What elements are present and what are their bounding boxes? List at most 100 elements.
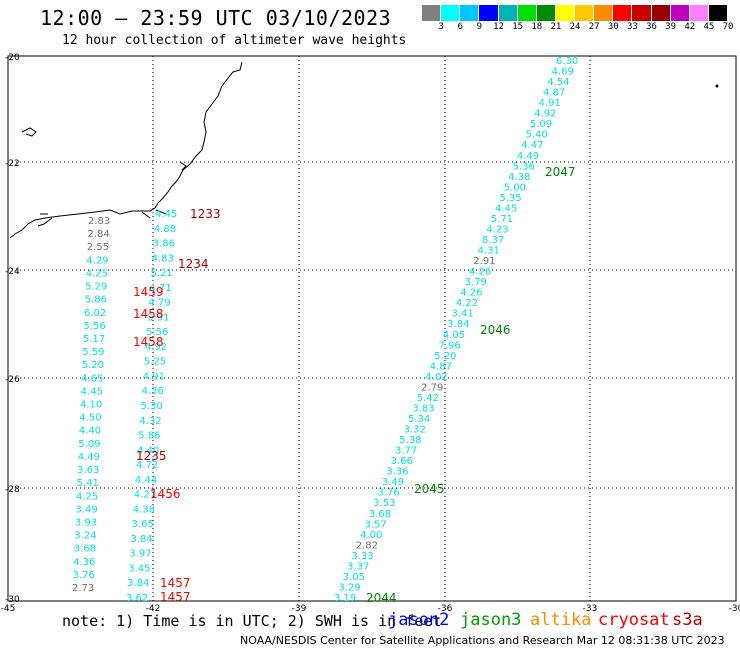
pass-time-label: 2046 — [480, 323, 511, 337]
swh-value: 4.32 — [139, 416, 161, 427]
swh-value: 5.31 — [147, 312, 169, 323]
swh-value: 2.79 — [421, 382, 443, 393]
swh-value: 4.92 — [534, 109, 556, 120]
swh-value: 4.38 — [133, 504, 155, 515]
longitude-label: -42 — [146, 604, 161, 614]
coastline — [9, 61, 243, 239]
pass-time-label: 2047 — [545, 165, 576, 179]
swh-value: 5.40 — [526, 130, 548, 141]
swh-value: 2.73 — [72, 583, 94, 594]
colorbar-label: 70 — [722, 22, 734, 32]
swh-value: 5.09 — [78, 439, 100, 450]
west-track-a: 4.45 4.88 3.86 4.83 5.21 4.71 4.79 5.31 5.56 4.92… — [126, 209, 177, 604]
pass-time-label: 1458 — [133, 335, 164, 349]
swh-value: 5.09 — [530, 119, 552, 130]
longitude-label: -36 — [438, 604, 453, 614]
latitude-label: -28 — [5, 485, 20, 495]
swh-value: 4.29 — [86, 255, 108, 266]
latitude-label: -20 — [5, 53, 20, 63]
latitude-label: -30 — [5, 595, 20, 605]
swh-value: 5.71 — [491, 214, 513, 225]
swh-value: 4.10 — [80, 400, 102, 411]
colorbar-swatch — [575, 5, 595, 21]
swh-value: 3.41 — [452, 309, 474, 320]
swh-value: 5.29 — [85, 282, 107, 293]
swh-value: 3.76 — [378, 488, 400, 499]
colorbar-label: 18 — [531, 22, 543, 32]
swh-value: 2.84 — [87, 229, 109, 240]
swh-value: 5.35 — [499, 193, 521, 204]
swh-value: 4.40 — [79, 426, 101, 437]
swh-value: 5.21 — [151, 268, 173, 279]
swh-value: 3.32 — [404, 425, 426, 436]
swh-value: 4.69 — [552, 67, 574, 78]
colorbar-swatch — [536, 5, 556, 21]
swh-value: 3.76 — [73, 570, 95, 581]
swh-value: 4.45 — [155, 209, 177, 220]
swh-value: 8.37 — [482, 235, 504, 246]
coastline-lagoon — [21, 127, 187, 227]
pass-time-label: 2045 — [414, 482, 445, 496]
colorbar-swatch — [651, 5, 671, 21]
swh-value: 3.53 — [373, 498, 395, 509]
swh-value: 5.20 — [434, 351, 456, 362]
swh-value: 3.29 — [338, 582, 360, 593]
swh-value: 6.02 — [84, 308, 106, 319]
swh-value: 4.91 — [539, 98, 561, 109]
swh-value: 3.24 — [74, 531, 96, 542]
swh-value: 4.22 — [456, 298, 478, 309]
colorbar-label: 33 — [626, 22, 638, 32]
swh-value: 4.91 — [143, 371, 165, 382]
swh-value: 3.86 — [153, 239, 175, 250]
colorbar-label: 24 — [569, 22, 581, 32]
swh-value: 5.30 — [141, 401, 163, 412]
swh-value: 3.57 — [364, 519, 386, 530]
swh-value: 3.84 — [130, 534, 152, 545]
swh-value: 4.49 — [517, 151, 539, 162]
swh-value: 6.30 — [556, 56, 578, 67]
island-dot — [715, 84, 719, 88]
swh-value: 5.86 — [85, 295, 107, 306]
longitude-label: -39 — [292, 604, 307, 614]
pass-time-label: 1234 — [178, 257, 209, 271]
colorbar-label: 3 — [438, 22, 444, 32]
page-subtitle: 12 hour collection of altimeter wave hei… — [62, 33, 407, 48]
swh-value: 4.36 — [142, 386, 164, 397]
swh-value: 4.00 — [360, 530, 382, 541]
east-track: 6.304.694.544.874.914.925.095.404.474.49… — [334, 56, 578, 604]
colorbar-label: 6 — [457, 22, 463, 32]
pass-time-label: 1235 — [136, 449, 167, 463]
pass-time-label: 1459 — [133, 285, 164, 299]
swh-value: 5.59 — [82, 347, 104, 358]
swh-value: 4.54 — [547, 77, 569, 88]
colorbar-swatch — [555, 5, 575, 21]
colorbar-swatch — [594, 5, 614, 21]
west-track-b: 2.83 2.84 2.55 4.29 4.25 5.29 5.86 6.02 5.56 5.17… — [72, 216, 110, 594]
credit-line: NOAA/NESDIS Center for Satellite Applica… — [240, 634, 725, 647]
swh-value: 2.83 — [88, 216, 110, 227]
swh-value: 3.93 — [75, 517, 97, 528]
swh-value: 4.25 — [76, 491, 98, 502]
swh-value: 3.19 — [334, 593, 356, 604]
graticule — [8, 56, 736, 601]
swh-value: 3.79 — [465, 277, 487, 288]
swh-value: 4.88 — [154, 224, 176, 235]
swh-value: 3.05 — [343, 572, 365, 583]
colorbar-swatch — [689, 5, 709, 21]
colorbar-label: 21 — [550, 22, 562, 32]
colorbar-label: 36 — [646, 22, 657, 32]
colorbar-swatch — [460, 5, 480, 21]
swh-value: 4.45 — [495, 203, 517, 214]
swh-value: 5.56 — [146, 327, 168, 338]
swh-value: 4.72 — [136, 460, 158, 471]
colorbar-swatch — [422, 5, 442, 21]
colorbar-label: 27 — [588, 22, 600, 32]
swh-value: 4.79 — [148, 298, 170, 309]
mission-jason2: jason2 — [388, 610, 450, 630]
swh-value: 4.05 — [443, 330, 465, 341]
pass-times: 2047 2046 2045 2044 1233 1234 1459 1458 1458 1235… — [133, 165, 576, 605]
swh-value: 3.63 — [77, 465, 99, 476]
latitude-label: -26 — [5, 375, 20, 385]
swh-value: 4.45 — [81, 386, 103, 397]
colorbar-label: 45 — [703, 22, 715, 32]
